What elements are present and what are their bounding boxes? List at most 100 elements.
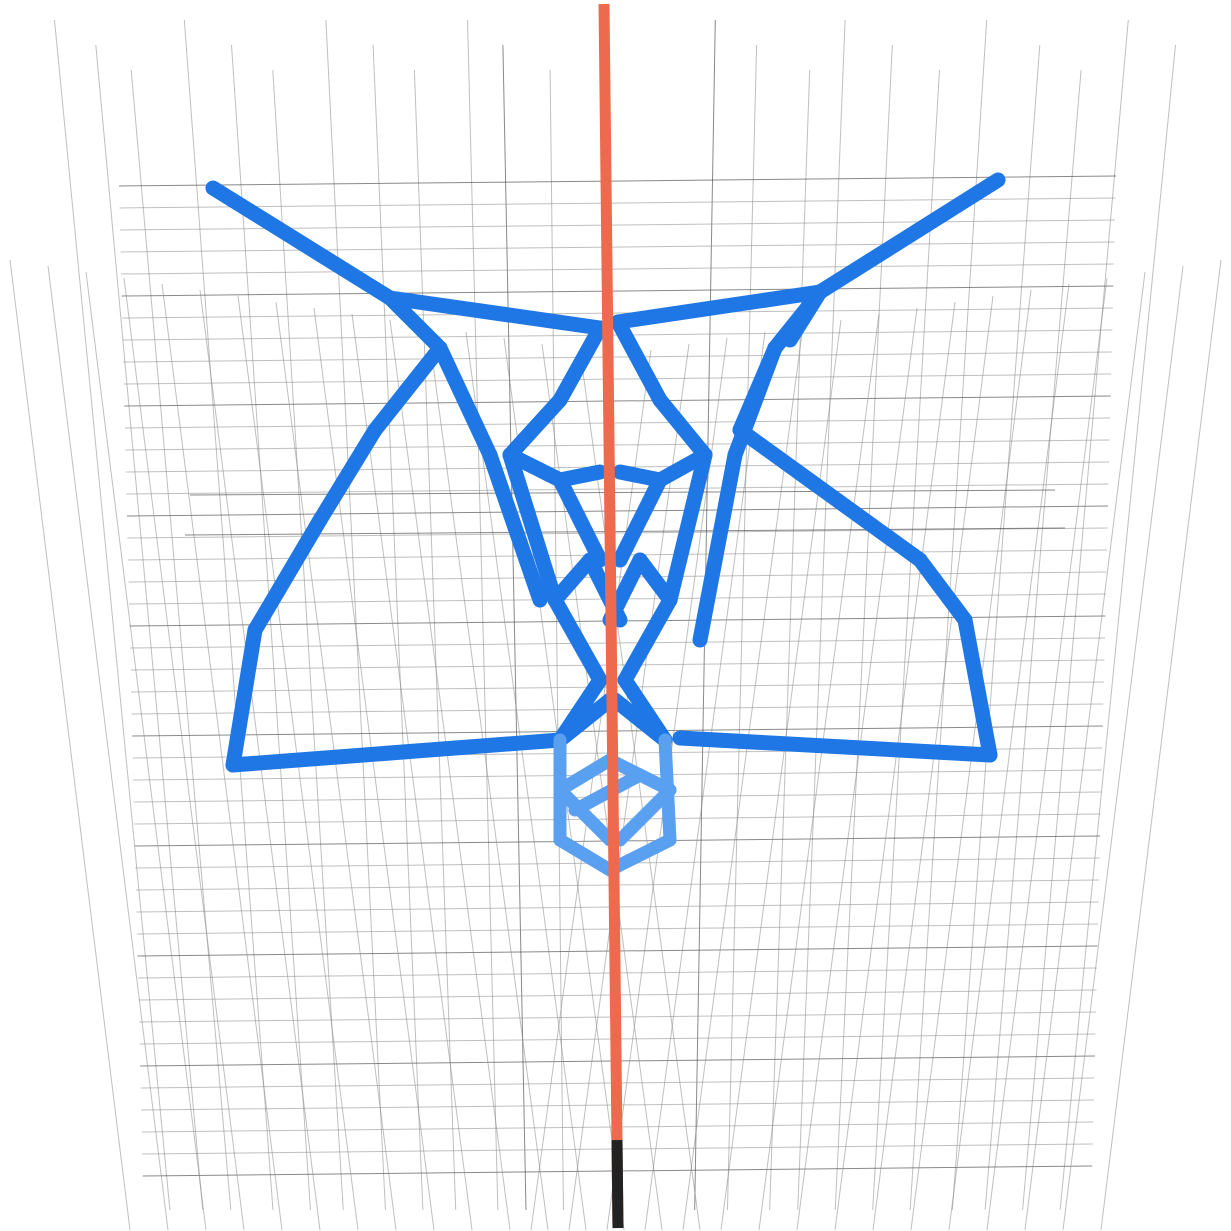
lattice-strut (553, 783, 617, 847)
grid-depth-line (389, 319, 511, 1231)
grid-depth-line (796, 307, 918, 1231)
grid-depth-line (758, 313, 880, 1231)
grid-pole (95, 44, 204, 1211)
lattice-strut (732, 422, 928, 568)
grid-pole (1022, 19, 1129, 1211)
lattice-strut (782, 284, 828, 348)
grid-depth-line (579, 349, 701, 1231)
lattice-strut (552, 692, 618, 748)
lattice-strut (382, 290, 608, 336)
grid-depth-line (313, 307, 435, 1231)
grid-pole (769, 69, 811, 1211)
grid-depth-line (161, 283, 283, 1231)
axis-rod (598, 3, 624, 1229)
lattice-strut (610, 284, 828, 330)
lattice-strut (502, 447, 563, 608)
lattice-strut (610, 314, 668, 408)
lattice-strut (432, 340, 498, 463)
grid-pole (372, 44, 424, 1211)
lattice-strut (617, 592, 678, 688)
grid-depth-line (427, 325, 549, 1231)
grid-rung (121, 285, 1114, 297)
lattice-strut (205, 180, 398, 306)
grid-pole (549, 69, 564, 1211)
grid-depth-line (682, 325, 804, 1231)
grid-rung (121, 263, 1114, 275)
lattice-strut (367, 340, 448, 438)
grid-rung (127, 527, 1108, 539)
grid-rung (124, 395, 1111, 407)
grid-rung (122, 307, 1113, 319)
grid-pole (231, 44, 311, 1211)
lattice-strut (547, 552, 598, 608)
grid-pole (130, 69, 232, 1211)
grid-depth-line (1062, 265, 1184, 1231)
lattice-strut (727, 340, 783, 463)
lattice-strut (612, 472, 668, 568)
grid-pole (183, 19, 274, 1211)
grid-depth-line (1100, 259, 1222, 1231)
lattice-strut (672, 730, 998, 763)
axis-rod-dark-end (611, 1139, 624, 1229)
grid-rung (131, 681, 1104, 693)
lattice-strut (912, 552, 973, 628)
grid-depth-line (948, 283, 1070, 1231)
lattice-strut (553, 833, 617, 877)
grid-depth-line (720, 319, 842, 1231)
lattice-strut (553, 753, 617, 797)
lattice-strut (312, 422, 383, 528)
lattice-strut (552, 320, 608, 408)
lattice-strut (613, 783, 677, 847)
grid-pole (467, 19, 499, 1211)
lattice-strut (652, 392, 713, 463)
lattice-strut (662, 447, 713, 608)
grid-depth-line (530, 349, 652, 1231)
grid-depth-line (644, 331, 766, 1231)
grid-rung (124, 417, 1111, 429)
lattice-strut (603, 833, 677, 877)
grid-rung (130, 659, 1105, 671)
grid-pole (909, 19, 988, 1211)
grid-pole (54, 19, 171, 1211)
grid-rung (123, 351, 1112, 363)
lattice-strut (482, 447, 548, 608)
lattice-strut (502, 392, 568, 463)
grid-pole (951, 44, 1041, 1211)
lattice-strut (812, 172, 1006, 300)
grid-pole (502, 44, 527, 1211)
grid-rung (120, 241, 1115, 253)
grid-pole (834, 44, 893, 1211)
grid-rung (118, 175, 1117, 187)
grid-depth-line (351, 313, 473, 1231)
lattice-strut (382, 290, 448, 356)
lattice-strut (247, 512, 328, 638)
grid-rung (119, 197, 1116, 209)
orange-vertical-axis-rod (598, 3, 624, 1229)
lattice-strut (547, 592, 608, 688)
lattice-strut (552, 472, 608, 568)
grid-pole (984, 69, 1082, 1211)
grid-depth-line (834, 301, 956, 1231)
lattice-strut (692, 447, 743, 648)
grid-pole (797, 19, 846, 1211)
grid-depth-line (872, 295, 994, 1231)
grid-pole (1059, 44, 1176, 1211)
grid-rung (128, 571, 1107, 583)
lattice-strut (607, 692, 673, 748)
grid-depth-line (1024, 271, 1146, 1231)
lattice-strut (225, 622, 263, 773)
grid-depth-line (275, 301, 397, 1231)
grid-rung (126, 483, 1109, 495)
grid-rung (123, 373, 1112, 385)
grid-band (184, 527, 1066, 536)
lattice-strut (568, 768, 647, 817)
grid-depth-line (986, 277, 1108, 1231)
grid-pole (413, 69, 457, 1211)
grid-depth-line (123, 277, 245, 1231)
grid-rung (130, 637, 1105, 649)
grid-depth-line (85, 271, 207, 1231)
grid-pole (325, 19, 386, 1211)
lattice-strut (957, 612, 998, 763)
grid-depth-line (9, 259, 131, 1231)
